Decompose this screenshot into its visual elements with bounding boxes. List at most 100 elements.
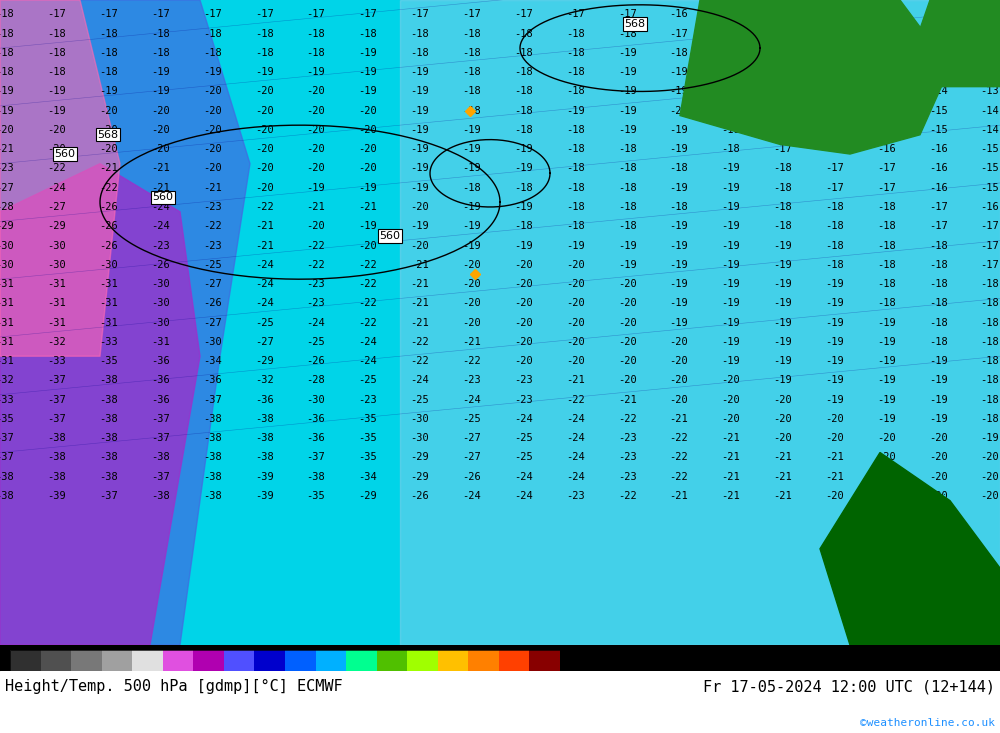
- Text: -22: -22: [359, 317, 377, 328]
- Text: -18: -18: [877, 279, 896, 289]
- Text: -23: -23: [462, 375, 481, 386]
- Text: -15: -15: [981, 144, 999, 154]
- Text: -20: -20: [566, 298, 585, 309]
- Text: -21: -21: [203, 183, 222, 193]
- Text: -39: -39: [255, 471, 274, 482]
- Text: -22: -22: [462, 356, 481, 366]
- Text: -20: -20: [929, 471, 948, 482]
- Text: -18: -18: [618, 144, 636, 154]
- Text: -24: -24: [359, 336, 377, 347]
- Text: -20: -20: [359, 125, 377, 135]
- Text: -38: -38: [255, 452, 274, 463]
- Text: -21: -21: [721, 491, 740, 501]
- Text: -25: -25: [514, 452, 533, 463]
- Text: -23: -23: [203, 202, 222, 212]
- Text: -37: -37: [203, 394, 222, 405]
- Text: -24: -24: [566, 452, 585, 463]
- Text: -29: -29: [410, 471, 429, 482]
- Text: -19: -19: [151, 86, 170, 97]
- Text: -19: -19: [929, 356, 948, 366]
- Text: -19: -19: [825, 298, 844, 309]
- Text: -25: -25: [410, 394, 429, 405]
- Text: -24: -24: [359, 356, 377, 366]
- Text: -20: -20: [47, 125, 66, 135]
- Text: -17: -17: [877, 163, 896, 174]
- Text: -17: -17: [773, 144, 792, 154]
- Text: -18: -18: [462, 48, 481, 58]
- Text: -17: -17: [566, 10, 585, 20]
- Text: -30: -30: [410, 433, 429, 443]
- Text: -17: -17: [99, 10, 118, 20]
- Text: -18: -18: [514, 125, 533, 135]
- Text: -19: -19: [359, 183, 377, 193]
- Text: -31: -31: [99, 317, 118, 328]
- Text: -17: -17: [929, 202, 948, 212]
- Text: -21: -21: [151, 163, 170, 174]
- Text: -20: -20: [877, 452, 896, 463]
- Text: -18: -18: [981, 414, 999, 424]
- Text: -18: -18: [877, 298, 896, 309]
- Text: -24: -24: [566, 433, 585, 443]
- Text: -20: -20: [773, 394, 792, 405]
- Text: -19: -19: [825, 394, 844, 405]
- Text: -18: -18: [47, 48, 66, 58]
- Text: -19: -19: [410, 144, 429, 154]
- Text: -17: -17: [514, 10, 533, 20]
- Text: -19: -19: [721, 279, 740, 289]
- Text: -26: -26: [307, 356, 325, 366]
- Text: -17: -17: [721, 48, 740, 58]
- Text: -13: -13: [981, 67, 999, 77]
- Text: -20: -20: [47, 144, 66, 154]
- Text: -19: -19: [773, 279, 792, 289]
- Text: -37: -37: [99, 491, 118, 501]
- Text: -17: -17: [877, 183, 896, 193]
- Text: -18: -18: [773, 202, 792, 212]
- Text: -30: -30: [99, 259, 118, 270]
- Text: -20: -20: [618, 356, 636, 366]
- Text: -20: -20: [307, 144, 325, 154]
- Text: -18: -18: [825, 221, 844, 231]
- Text: -17: -17: [618, 10, 636, 20]
- Text: -21: -21: [99, 163, 118, 174]
- Polygon shape: [0, 0, 120, 356]
- Text: -18: -18: [618, 29, 636, 39]
- Text: -19: -19: [566, 240, 585, 251]
- Text: -18: -18: [514, 29, 533, 39]
- Text: -19: -19: [773, 240, 792, 251]
- Text: -19: -19: [877, 414, 896, 424]
- Text: -20: -20: [618, 279, 636, 289]
- Text: -13: -13: [929, 29, 948, 39]
- Text: -30: -30: [203, 336, 222, 347]
- Text: -17: -17: [981, 240, 999, 251]
- Text: -15: -15: [981, 183, 999, 193]
- Text: -17: -17: [255, 10, 274, 20]
- Text: -22: -22: [618, 414, 636, 424]
- Text: -17: -17: [825, 125, 844, 135]
- Text: -19: -19: [410, 86, 429, 97]
- Text: -32: -32: [47, 336, 66, 347]
- Text: -28: -28: [0, 202, 14, 212]
- Text: -38: -38: [151, 491, 170, 501]
- Text: -19: -19: [255, 67, 274, 77]
- Text: -26: -26: [410, 491, 429, 501]
- Text: -18: -18: [255, 29, 274, 39]
- Text: -21: -21: [773, 452, 792, 463]
- Text: -19: -19: [462, 221, 481, 231]
- Text: -20: -20: [825, 414, 844, 424]
- Text: -14: -14: [877, 67, 896, 77]
- Text: -20: -20: [773, 433, 792, 443]
- Text: -26: -26: [99, 221, 118, 231]
- Text: -22: -22: [307, 240, 325, 251]
- Text: -17: -17: [151, 10, 170, 20]
- Text: -24: -24: [151, 202, 170, 212]
- Text: -18: -18: [618, 221, 636, 231]
- Text: -19: -19: [514, 240, 533, 251]
- Text: -20: -20: [670, 394, 688, 405]
- Text: -14: -14: [877, 86, 896, 97]
- Text: -15: -15: [773, 29, 792, 39]
- Text: -37: -37: [151, 471, 170, 482]
- Text: 568: 568: [97, 130, 119, 140]
- Text: -19: -19: [929, 394, 948, 405]
- Text: -19: -19: [410, 221, 429, 231]
- Text: -27: -27: [47, 202, 66, 212]
